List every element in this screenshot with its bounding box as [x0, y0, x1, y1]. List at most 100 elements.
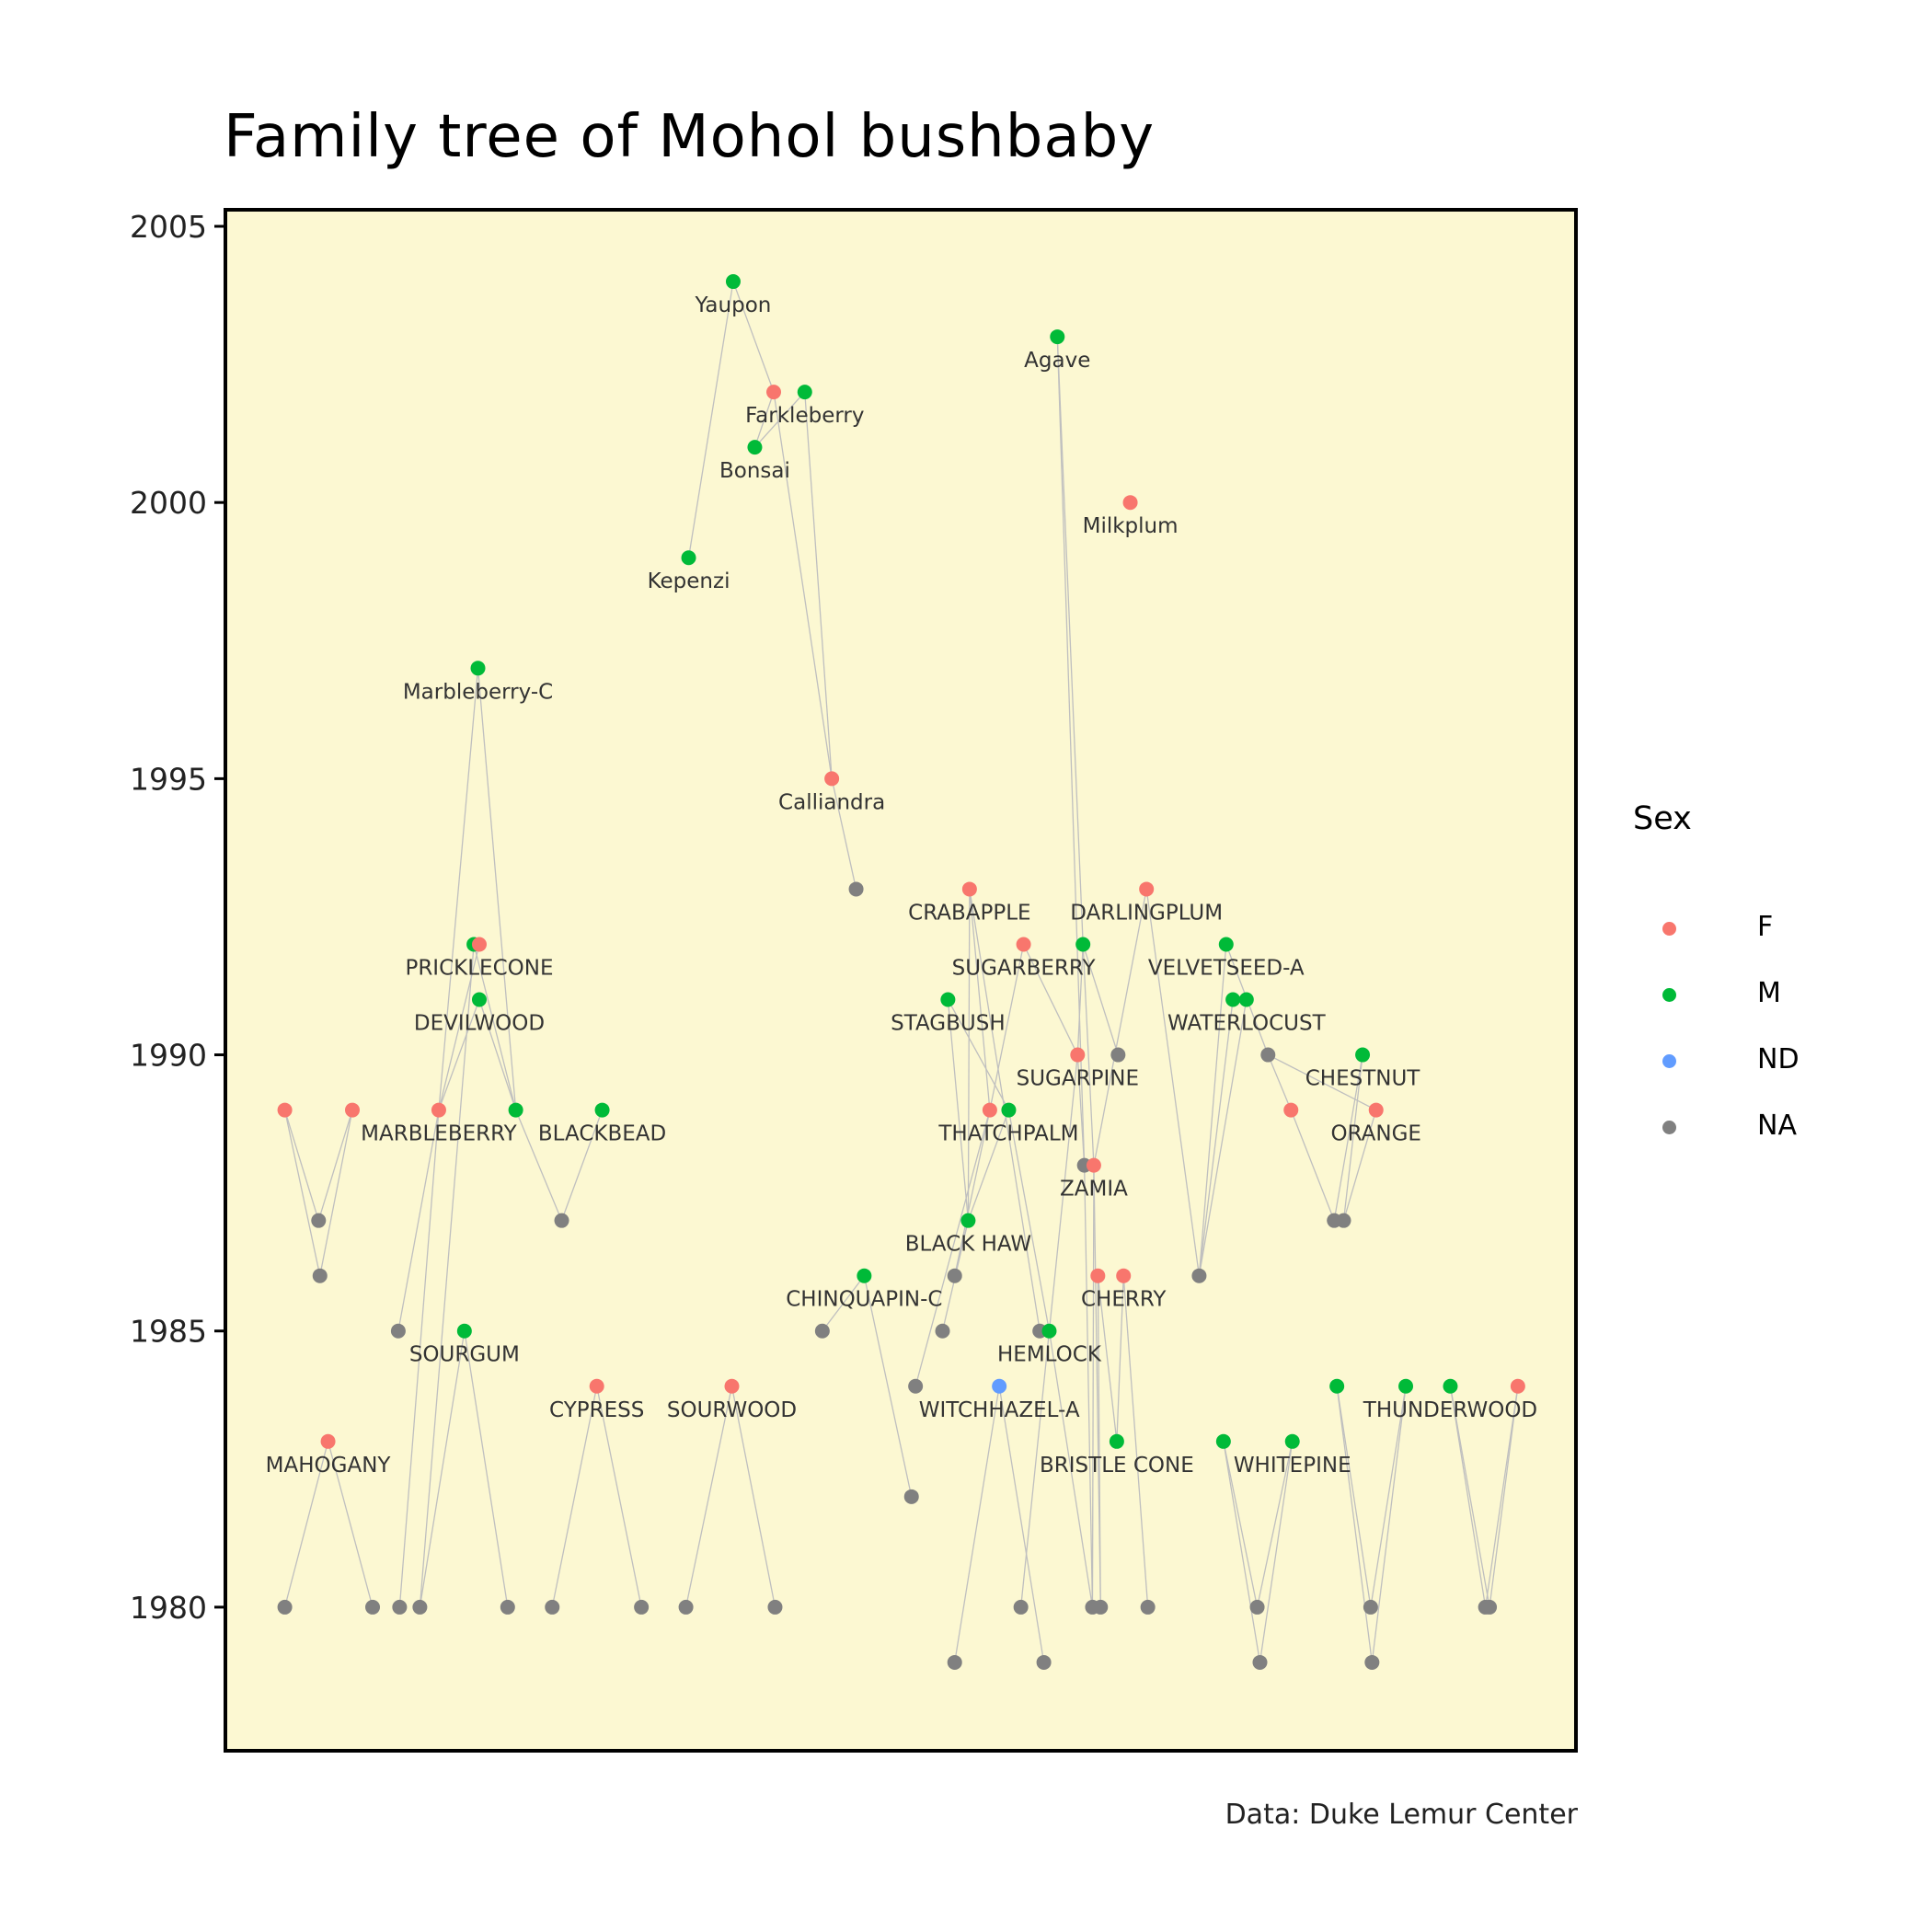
edge-line — [954, 1386, 1000, 1663]
point-label: WITCHHAZEL-A — [919, 1398, 1080, 1422]
point-b17 — [1482, 1599, 1498, 1615]
edge-line — [283, 1110, 321, 1276]
edge-line — [397, 1110, 440, 1331]
point-label: Calliandra — [778, 790, 885, 814]
point-b01 — [277, 1599, 293, 1615]
point-witchhazel — [992, 1378, 1007, 1394]
edge-line — [1333, 1054, 1363, 1221]
point-label: Yaupon — [695, 293, 772, 317]
point-bonsai — [747, 440, 763, 455]
point-label: Kepenzi — [648, 569, 730, 593]
point-label: CRABAPPLE — [908, 901, 1030, 925]
point-sourwood — [724, 1378, 740, 1394]
point-bristlecone — [1109, 1433, 1124, 1449]
legend-dot-na — [1662, 1121, 1676, 1134]
edge-line — [560, 1110, 604, 1221]
point-label: DARLINGPLUM — [1070, 901, 1223, 925]
edge-line — [1336, 1386, 1373, 1663]
point-chestnut — [1355, 1047, 1371, 1063]
point-thunderwood — [1443, 1378, 1458, 1394]
edge-line — [989, 944, 1025, 1110]
edge-line — [1198, 944, 1227, 1276]
point-n1987d — [1336, 1213, 1351, 1228]
edge-line — [947, 999, 1010, 1110]
point-n1986b — [947, 1268, 962, 1283]
edge-line — [438, 944, 480, 1110]
point-b08 — [678, 1599, 694, 1615]
edge-line — [1342, 1110, 1377, 1221]
point-label: CHESTNUT — [1305, 1067, 1421, 1091]
point-label: ZAMIA — [1060, 1178, 1128, 1202]
edges-group — [283, 281, 1519, 1663]
point-chinquapin — [857, 1268, 872, 1283]
edge-line — [1342, 1054, 1363, 1221]
edge-line — [1091, 1165, 1095, 1607]
legend-title: Sex — [1633, 800, 1692, 837]
edge-line — [1290, 1110, 1335, 1221]
point-agave — [1050, 329, 1065, 345]
point-label: THUNDERWOOD — [1363, 1398, 1537, 1422]
edge-line — [804, 392, 833, 779]
point-label: STAGBUSH — [891, 1012, 1006, 1036]
edge-line — [687, 281, 734, 558]
legend-item-nd: ND — [1633, 1041, 1845, 1078]
edge-line — [914, 1110, 991, 1386]
edge-line — [478, 999, 517, 1110]
legend-label-m: M — [1757, 977, 1781, 1009]
edge-line — [831, 778, 857, 890]
edge-line — [1076, 1054, 1086, 1166]
edge-line — [1223, 1441, 1261, 1663]
point-n1984 — [908, 1378, 924, 1394]
point-cypress — [589, 1378, 604, 1394]
edge-line — [863, 1275, 913, 1497]
edge-line — [822, 1275, 865, 1332]
point-b03 — [392, 1599, 408, 1615]
edge-line — [1093, 889, 1147, 1166]
point-watm1 — [1225, 992, 1241, 1007]
point-marbleberry — [431, 1102, 446, 1118]
point-c04 — [1364, 1654, 1380, 1670]
point-stagbush — [940, 992, 956, 1007]
y-tick-label: 1980 — [130, 1590, 207, 1626]
point-n1993 — [848, 881, 864, 897]
point-n1990a — [1110, 1047, 1126, 1063]
point-c02 — [1036, 1654, 1052, 1670]
legend-label-nd: ND — [1757, 1043, 1800, 1075]
plot-panel — [225, 210, 1576, 1751]
edge-line — [967, 889, 971, 1221]
point-b02 — [365, 1599, 381, 1615]
edge-line — [1048, 1054, 1078, 1331]
edge-line — [730, 1386, 776, 1608]
edge-line — [1020, 1330, 1051, 1607]
point-kepenzi — [681, 550, 696, 566]
point-m1983 — [1215, 1433, 1231, 1449]
edge-line — [1489, 1386, 1519, 1607]
legend-item-na: NA — [1633, 1108, 1845, 1144]
point-m1984b — [1398, 1378, 1414, 1394]
point-label: WATERLOCUST — [1167, 1012, 1327, 1036]
point-label: Farkleberry — [745, 404, 864, 428]
point-n1985b — [814, 1323, 830, 1339]
y-tick-label: 2005 — [130, 209, 207, 245]
point-label: Agave — [1024, 349, 1090, 373]
point-label: CYPRESS — [549, 1398, 644, 1422]
legend-item-m: M — [1633, 975, 1845, 1012]
edge-line — [1097, 1275, 1101, 1607]
point-n1987b — [554, 1213, 569, 1228]
point-n1982 — [903, 1489, 919, 1504]
point-whitepine — [1284, 1433, 1300, 1449]
edge-line — [1083, 1165, 1094, 1607]
legend-dot-f — [1662, 922, 1676, 936]
edge-line — [438, 668, 479, 1110]
edge-line — [1485, 1386, 1519, 1608]
edge-line — [1076, 944, 1084, 1055]
point-label: SOURGUM — [409, 1343, 520, 1367]
edge-line — [1097, 1275, 1118, 1442]
point-label: Milkplum — [1083, 514, 1179, 538]
legend-label-na: NA — [1757, 1110, 1797, 1142]
point-farkleberry — [797, 385, 812, 400]
point-cherf — [1090, 1268, 1106, 1283]
point-blackbead — [594, 1102, 610, 1118]
edge-line — [753, 391, 775, 448]
